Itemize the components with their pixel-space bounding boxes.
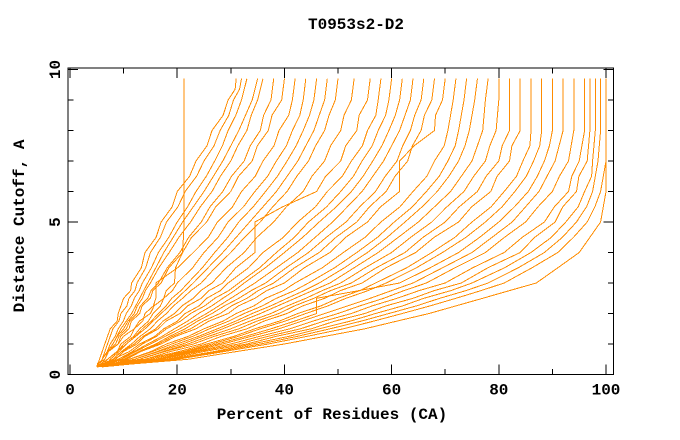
series-line <box>102 78 510 368</box>
tick-labels: 0 20 40 60 80 100 0 5 10 <box>47 60 620 400</box>
series-line <box>96 78 425 368</box>
x-tick-label: 40 <box>275 382 294 400</box>
series-line <box>102 78 478 368</box>
chart-title: T0953s2-D2 <box>308 16 404 34</box>
series-line <box>96 78 468 368</box>
series-lines <box>96 78 607 368</box>
series-line <box>99 78 355 368</box>
series-line <box>96 78 242 368</box>
series-line <box>96 78 328 368</box>
series-line <box>96 78 275 368</box>
x-tick-label: 100 <box>592 382 621 400</box>
y-tick-label: 5 <box>47 217 65 227</box>
series-line <box>102 78 607 368</box>
x-tick-label: 80 <box>489 382 508 400</box>
series-line <box>102 78 564 368</box>
series-line <box>96 78 403 368</box>
series-line <box>96 78 607 368</box>
x-tick-label: 0 <box>65 382 75 400</box>
x-axis-label: Percent of Residues (CA) <box>217 406 447 424</box>
series-line <box>96 78 446 368</box>
series-line <box>96 78 602 368</box>
series-line <box>96 78 382 368</box>
y-tick-label: 0 <box>47 370 65 380</box>
series-line <box>96 78 553 368</box>
series-line <box>99 78 264 368</box>
series-line <box>102 78 393 368</box>
series-line <box>96 78 521 368</box>
series-line <box>99 78 248 368</box>
series-line <box>102 78 457 368</box>
series-line <box>101 78 339 368</box>
series-line <box>96 78 489 368</box>
series-line <box>96 78 237 368</box>
y-axis-label: Distance Cutoff, A <box>11 139 29 312</box>
series-line <box>101 78 296 368</box>
series-line <box>96 78 586 368</box>
series-line <box>101 78 371 368</box>
series-line <box>96 78 307 368</box>
series-line <box>102 78 414 368</box>
x-tick-label: 60 <box>382 382 401 400</box>
series-line <box>102 78 543 368</box>
y-tick-label: 10 <box>47 60 65 79</box>
plot-frame <box>67 67 614 375</box>
series-line <box>102 78 500 368</box>
axes-frame <box>67 67 614 375</box>
x-tick-label: 20 <box>168 382 187 400</box>
series-line <box>102 78 591 368</box>
series-line <box>102 78 596 368</box>
series-line <box>102 78 532 368</box>
series-line <box>102 78 575 368</box>
series-line <box>96 78 285 368</box>
